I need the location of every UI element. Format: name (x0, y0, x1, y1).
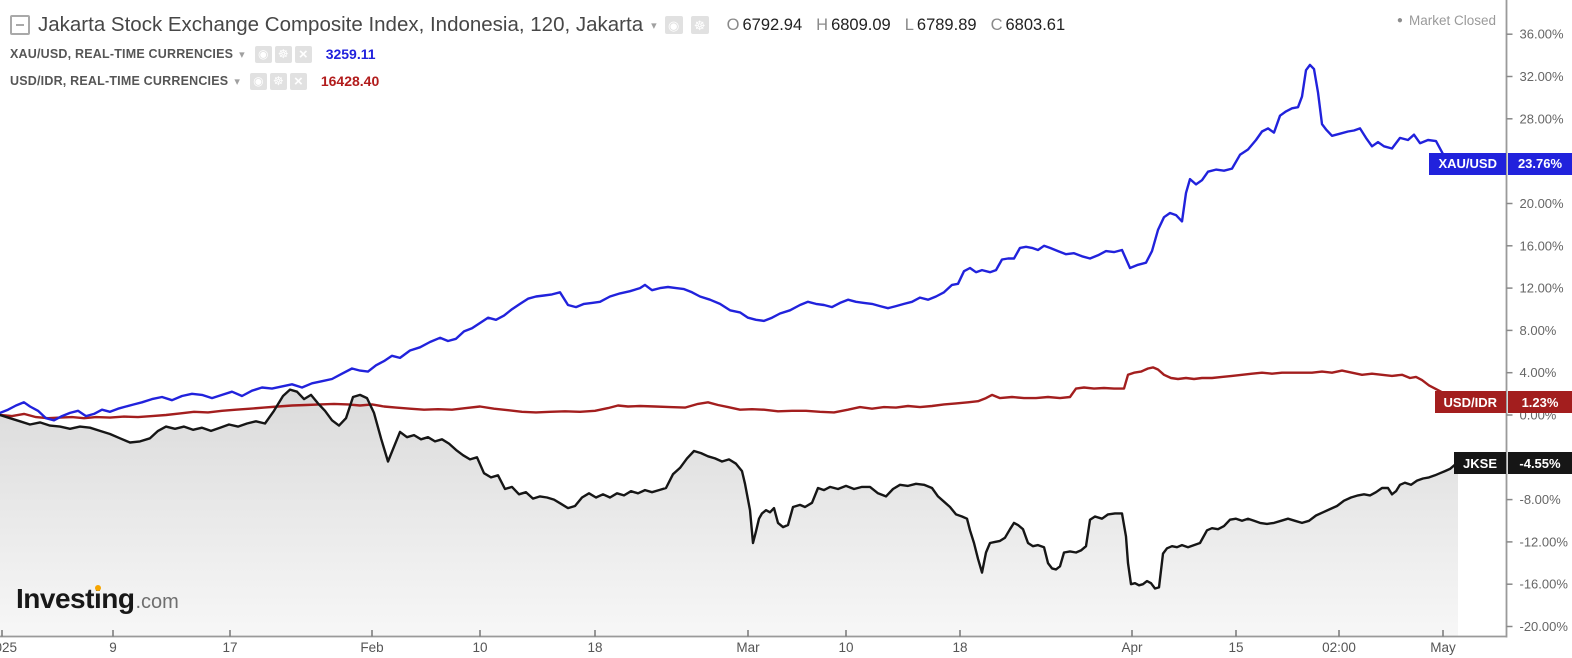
visibility-icon[interactable]: ◉ (664, 16, 683, 34)
y-tick-label: 16.00% (1520, 238, 1565, 253)
y-tick-label: 4.00% (1520, 365, 1557, 380)
badge-value: 23.76% (1508, 152, 1572, 175)
low-value: 6789.89 (916, 15, 977, 34)
low-label: L (904, 15, 914, 34)
investing-logo: Investing .com (16, 583, 179, 615)
y-tick-label: 8.00% (1520, 323, 1557, 338)
y-tick-label: -20.00% (1520, 619, 1569, 634)
y-tick-label: -8.00% (1520, 492, 1562, 507)
x-tick-label: 18 (952, 640, 967, 655)
y-tick-label: 32.00% (1520, 69, 1565, 84)
overlay-row-xauusd: XAU/USD, REAL-TIME CURRENCIES ▾ ◉ ☸ × 32… (10, 41, 1065, 67)
x-tick-label: 10 (472, 640, 487, 655)
x-tick-label: 15 (1228, 640, 1243, 655)
chart-symbol-title[interactable]: Jakarta Stock Exchange Composite Index, … (38, 13, 644, 36)
y-tick-label: -16.00% (1520, 577, 1569, 592)
overlay-symbol-name[interactable]: USD/IDR, REAL-TIME CURRENCIES (10, 74, 229, 88)
price-badge-usdidr: USD/IDR 1.23% (1434, 391, 1572, 413)
jkse-line (0, 388, 1460, 590)
usd-idr-line (0, 366, 1462, 420)
x-tick-label: 18 (587, 640, 602, 655)
open-value: 6792.94 (742, 15, 803, 34)
high-value: 6809.09 (831, 15, 891, 34)
y-tick-label: -12.00% (1520, 534, 1569, 549)
settings-gear-icon[interactable]: ☸ (274, 45, 292, 63)
chevron-down-icon[interactable]: ▾ (234, 75, 240, 88)
xau-usd-line (0, 63, 1458, 422)
market-status-label: Market Closed (1408, 13, 1496, 28)
y-tick-label: 20.00% (1520, 196, 1565, 211)
price-badge-jkse: JKSE -4.55% (1454, 452, 1572, 475)
close-value: 6803.61 (1005, 15, 1066, 34)
overlay-last-value: 16428.40 (320, 73, 380, 89)
logo-tld-text: .com (135, 591, 179, 613)
badge-symbol: JKSE (1454, 452, 1506, 475)
overlay-row-usdidr: USD/IDR, REAL-TIME CURRENCIES ▾ ◉ ☸ × 16… (10, 68, 1065, 94)
close-icon[interactable]: × (289, 72, 307, 90)
x-tick-label: Apr (1121, 640, 1143, 655)
visibility-icon[interactable]: ◉ (254, 45, 272, 63)
price-badge-xauusd: XAU/USD 23.76% (1429, 152, 1572, 175)
overlay-last-value: 3259.11 (325, 46, 376, 62)
logo-brand-text: Investing (16, 583, 135, 614)
settings-gear-icon[interactable]: ☸ (269, 72, 287, 90)
x-tick-label: 10 (838, 640, 853, 655)
x-tick-label: 17 (222, 640, 237, 655)
overlay-symbol-name[interactable]: XAU/USD, REAL-TIME CURRENCIES (10, 47, 234, 61)
x-tick-label: Feb (360, 640, 383, 655)
visibility-icon[interactable]: ◉ (249, 72, 267, 90)
open-label: O (726, 15, 740, 34)
badge-symbol: XAU/USD (1429, 152, 1506, 175)
symbol-row: Jakarta Stock Exchange Composite Index, … (10, 10, 1065, 40)
ohlc-values: O 6792.94 H 6809.09 L 6789.89 C 6803.61 (727, 16, 1066, 35)
high-label: H (816, 15, 829, 34)
chevron-down-icon[interactable]: ▾ (239, 48, 245, 61)
market-status: ● Market Closed (1397, 13, 1496, 28)
x-tick-label: Mar (736, 640, 760, 655)
badge-value: -4.55% (1508, 452, 1572, 475)
collapse-legend-button[interactable] (10, 15, 30, 35)
x-tick-label: May (1430, 640, 1456, 655)
close-icon[interactable]: × (294, 45, 312, 63)
x-tick-label: 02:00 (1322, 640, 1356, 655)
jkse-area-fill (0, 389, 1458, 637)
y-tick-label: 36.00% (1520, 27, 1565, 42)
legend: Jakarta Stock Exchange Composite Index, … (10, 10, 1065, 94)
chevron-down-icon[interactable]: ▾ (651, 19, 657, 32)
badge-symbol: USD/IDR (1434, 391, 1506, 413)
badge-value: 1.23% (1508, 391, 1572, 413)
x-tick-label: 9 (109, 640, 117, 655)
settings-gear-icon[interactable]: ☸ (690, 16, 709, 34)
x-tick-label: 2025 (0, 640, 17, 655)
y-tick-label: 12.00% (1520, 281, 1565, 296)
close-label: C (990, 15, 1003, 34)
status-dot-icon: ● (1396, 15, 1403, 26)
y-tick-label: 28.00% (1520, 111, 1565, 126)
